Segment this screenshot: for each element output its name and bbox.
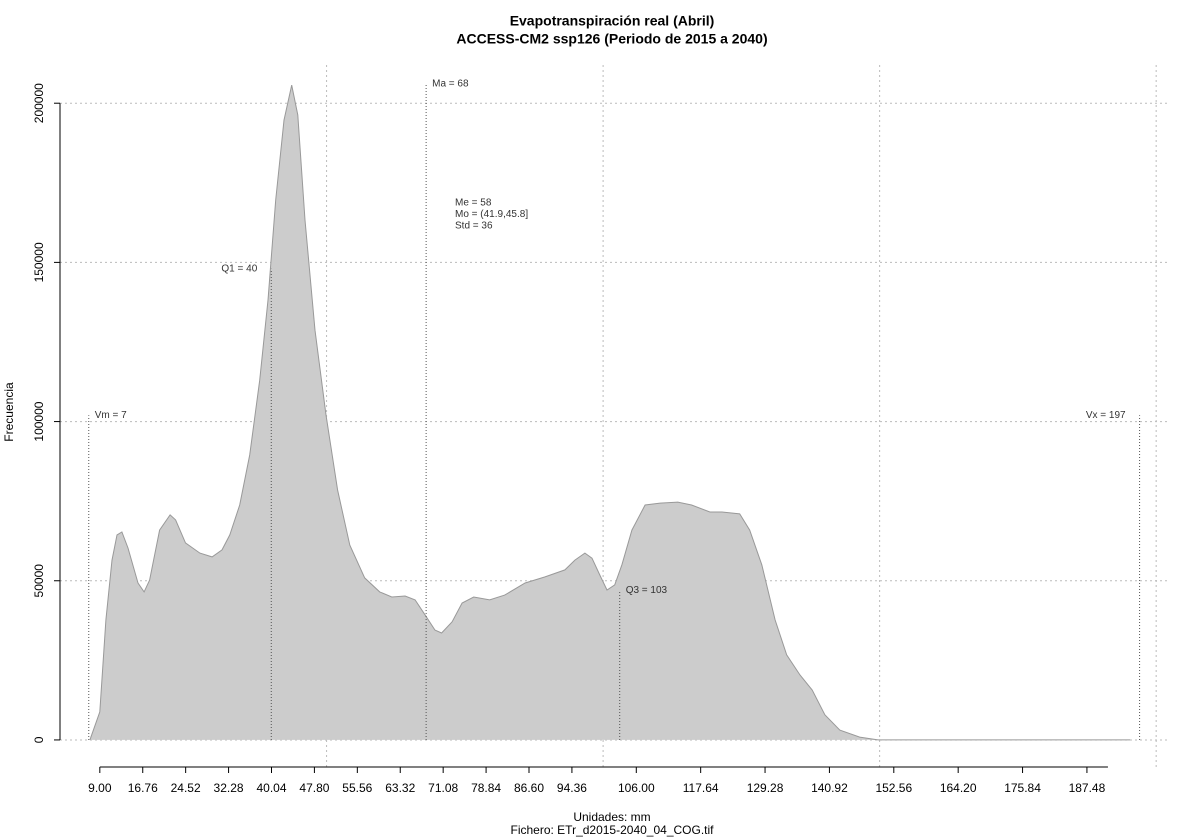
stat-label: Mo = (41.9,45.8]	[455, 209, 528, 220]
x-tick-label: 140.92	[811, 781, 848, 795]
footnote: Fichero: ETr_d2015-2040_04_COG.tif	[511, 823, 715, 837]
x-tick-label: 106.00	[618, 781, 655, 795]
y-tick-label: 0	[32, 736, 46, 743]
stat-label: Std = 36	[455, 221, 493, 232]
x-tick-label: 71.08	[428, 781, 458, 795]
x-tick-label: 94.36	[557, 781, 587, 795]
x-tick-label: 47.80	[299, 781, 329, 795]
x-tick-label: 9.00	[88, 781, 112, 795]
x-tick-label: 129.28	[747, 781, 784, 795]
x-tick-label: 55.56	[342, 781, 372, 795]
x-tick-label: 40.04	[256, 781, 286, 795]
x-tick-label: 78.84	[471, 781, 501, 795]
marker-label: Vm = 7	[95, 410, 127, 421]
x-tick-label: 187.48	[1069, 781, 1106, 795]
x-axis-label: Unidades: mm	[573, 810, 650, 824]
y-tick-label: 50000	[32, 564, 46, 598]
y-tick-label: 200000	[32, 83, 46, 123]
x-tick-label: 63.32	[385, 781, 415, 795]
x-tick-label: 16.76	[128, 781, 158, 795]
density-area	[89, 85, 1131, 740]
marker-label: Q3 = 103	[626, 585, 668, 596]
y-tick-label: 150000	[32, 242, 46, 282]
marker-label: Q1 = 40	[221, 263, 257, 274]
x-tick-label: 175.84	[1004, 781, 1041, 795]
x-tick-label: 117.64	[683, 781, 719, 795]
chart-subtitle: ACCESS-CM2 ssp126 (Periodo de 2015 a 204…	[456, 31, 767, 47]
x-tick-label: 24.52	[171, 781, 201, 795]
density-line	[89, 84, 1131, 741]
marker-label: Vx = 197	[1086, 410, 1126, 421]
x-tick-label: 164.20	[940, 781, 977, 795]
stat-label: Me = 58	[455, 198, 492, 209]
chart-title: Evapotranspiración real (Abril)	[510, 13, 715, 29]
y-tick-label: 100000	[32, 401, 46, 441]
marker-label: Ma = 68	[432, 79, 469, 90]
x-tick-label: 86.60	[514, 781, 544, 795]
y-axis-label: Frecuencia	[2, 382, 16, 442]
x-tick-label: 152.56	[875, 781, 912, 795]
x-tick-label: 32.28	[214, 781, 244, 795]
